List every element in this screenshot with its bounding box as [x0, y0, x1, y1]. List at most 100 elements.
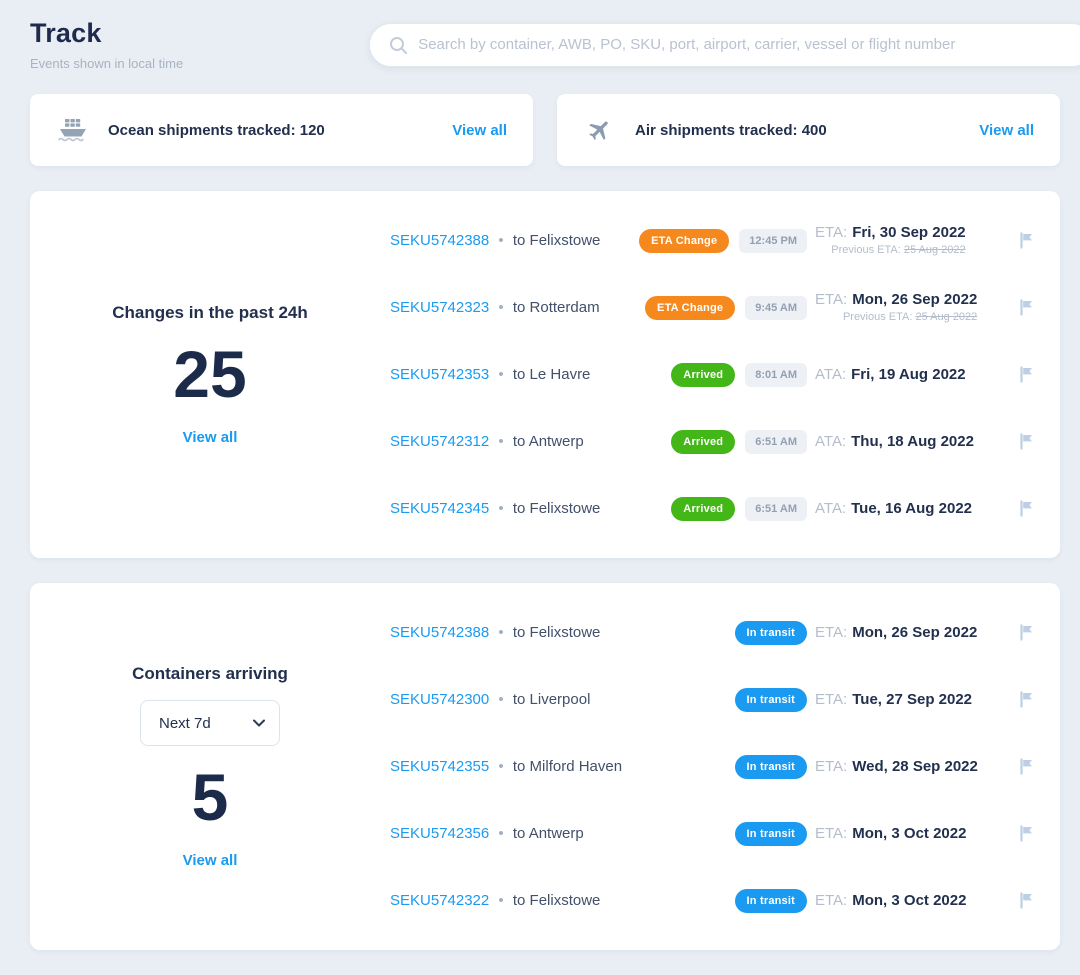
eta-value: Mon, 26 Sep 2022 [852, 623, 978, 641]
shipment-info: SEKU5742312 • to Antwerp [390, 433, 650, 450]
eta-label: ETA: [815, 223, 848, 241]
plane-icon [583, 117, 617, 143]
time-chip: 6:51 AM [745, 429, 807, 454]
air-shipments-count-label: Air shipments tracked: 400 [635, 121, 827, 139]
destination-label: to Felixstowe [512, 624, 601, 641]
status-column: ETA Change 12:45 PM [639, 228, 807, 253]
eta-label: ATA: [815, 365, 847, 383]
time-chip: 9:45 AM [745, 295, 807, 320]
container-id-link[interactable]: SEKU5742323 [390, 299, 490, 316]
eta-value: Mon, 3 Oct 2022 [852, 824, 967, 842]
eta-column: ETA: Mon, 3 Oct 2022 [815, 825, 1019, 843]
eta-label: ETA: [815, 824, 848, 842]
arriving-view-all-link[interactable]: View all [182, 852, 238, 869]
container-id-link[interactable]: SEKU5742353 [390, 366, 490, 383]
container-id-link[interactable]: SEKU5742388 [390, 624, 490, 641]
flag-icon[interactable] [1019, 691, 1034, 708]
shipment-row: SEKU5742356 • to Antwerp In transit ETA:… [390, 800, 1060, 867]
destination-label: to Antwerp [512, 825, 584, 842]
destination-label: to Liverpool [512, 691, 591, 708]
changes-view-all-link[interactable]: View all [182, 429, 238, 446]
destination-label: to Felixstowe [512, 892, 601, 909]
eta-column: ATA: Thu, 18 Aug 2022 [815, 433, 1019, 451]
eta-value: Fri, 30 Sep 2022 [852, 223, 966, 241]
destination-label: to Rotterdam [512, 299, 600, 316]
shipment-info: SEKU5742388 • to Felixstowe [390, 624, 650, 641]
separator-dot: • [498, 232, 504, 249]
flag-icon[interactable] [1019, 825, 1034, 842]
eta-label: ATA: [815, 432, 847, 450]
previous-eta-line: Previous ETA: 25 Aug 2022 [815, 311, 977, 323]
shipment-info: SEKU5742345 • to Felixstowe [390, 500, 650, 517]
status-badge: ETA Change [645, 295, 736, 320]
previous-eta-value: 25 Aug 2022 [915, 310, 978, 323]
container-id-link[interactable]: SEKU5742356 [390, 825, 490, 842]
search-icon [390, 36, 408, 54]
arrival-window-select[interactable]: Next 7d [140, 700, 280, 746]
separator-dot: • [498, 825, 504, 842]
ocean-shipments-count-label: Ocean shipments tracked: 120 [108, 121, 325, 139]
status-column: Arrived 6:51 AM [650, 496, 807, 521]
shipment-info: SEKU5742300 • to Liverpool [390, 691, 650, 708]
status-column: In transit [650, 754, 807, 779]
eta-label: ETA: [815, 891, 848, 909]
ocean-view-all-link[interactable]: View all [452, 121, 507, 139]
eta-value: Fri, 19 Aug 2022 [851, 365, 966, 383]
separator-dot: • [498, 691, 504, 708]
flag-icon[interactable] [1019, 433, 1034, 450]
air-view-all-link[interactable]: View all [979, 121, 1034, 139]
flag-icon[interactable] [1019, 624, 1034, 641]
eta-column: ETA: Fri, 30 Sep 2022 Previous ETA: 25 Au… [815, 224, 1019, 258]
eta-column: ETA: Mon, 26 Sep 2022 [815, 624, 1019, 642]
flag-icon[interactable] [1019, 366, 1034, 383]
container-id-link[interactable]: SEKU5742388 [390, 232, 490, 249]
status-column: In transit [650, 888, 807, 913]
shipment-info: SEKU5742353 • to Le Havre [390, 366, 650, 383]
status-badge: ETA Change [639, 228, 730, 253]
search-bar[interactable] [369, 22, 1080, 67]
eta-column: ETA: Wed, 28 Sep 2022 [815, 758, 1019, 776]
separator-dot: • [498, 433, 504, 450]
changes-panel-title: Changes in the past 24h [112, 303, 308, 322]
flag-icon[interactable] [1019, 500, 1034, 517]
shipment-row: SEKU5742323 • to Rotterdam ETA Change 9:… [390, 274, 1060, 341]
container-id-link[interactable]: SEKU5742355 [390, 758, 490, 775]
status-badge: Arrived [671, 362, 736, 387]
flag-icon[interactable] [1019, 892, 1034, 909]
shipment-row: SEKU5742345 • to Felixstowe Arrived 6:51… [390, 475, 1060, 542]
shipment-info: SEKU5742322 • to Felixstowe [390, 892, 650, 909]
page-title: Track [30, 18, 102, 48]
eta-column: ATA: Fri, 19 Aug 2022 [815, 366, 1019, 384]
status-column: In transit [650, 620, 807, 645]
shipment-row: SEKU5742353 • to Le Havre Arrived 8:01 A… [390, 341, 1060, 408]
eta-value: Thu, 18 Aug 2022 [851, 432, 974, 450]
separator-dot: • [498, 299, 504, 316]
container-id-link[interactable]: SEKU5742322 [390, 892, 490, 909]
flag-icon[interactable] [1019, 758, 1034, 775]
eta-value: Wed, 28 Sep 2022 [852, 757, 978, 775]
arriving-count: 5 [191, 760, 229, 834]
previous-eta-label: Previous ETA: [831, 243, 901, 256]
container-id-link[interactable]: SEKU5742345 [390, 500, 490, 517]
search-input[interactable] [418, 36, 1075, 53]
status-badge: In transit [734, 821, 807, 846]
status-badge: Arrived [671, 429, 736, 454]
eta-column: ATA: Tue, 16 Aug 2022 [815, 500, 1019, 518]
changes-panel: Changes in the past 24h 25 View all SEKU… [30, 191, 1060, 558]
container-id-link[interactable]: SEKU5742300 [390, 691, 490, 708]
shipment-info: SEKU5742388 • to Felixstowe [390, 232, 650, 249]
shipment-info: SEKU5742356 • to Antwerp [390, 825, 650, 842]
status-column: Arrived 6:51 AM [650, 429, 807, 454]
container-id-link[interactable]: SEKU5742312 [390, 433, 490, 450]
destination-label: to Milford Haven [512, 758, 623, 775]
eta-value: Mon, 3 Oct 2022 [852, 891, 967, 909]
flag-icon[interactable] [1019, 232, 1034, 249]
page-header: Track Events shown in local time [30, 18, 1080, 71]
ship-icon [56, 118, 90, 142]
shipment-row: SEKU5742322 • to Felixstowe In transit E… [390, 867, 1060, 934]
separator-dot: • [498, 500, 504, 517]
status-column: Arrived 8:01 AM [650, 362, 807, 387]
previous-eta-line: Previous ETA: 25 Aug 2022 [815, 243, 965, 256]
arrival-window-value: Next 7d [159, 714, 211, 732]
flag-icon[interactable] [1019, 299, 1034, 316]
